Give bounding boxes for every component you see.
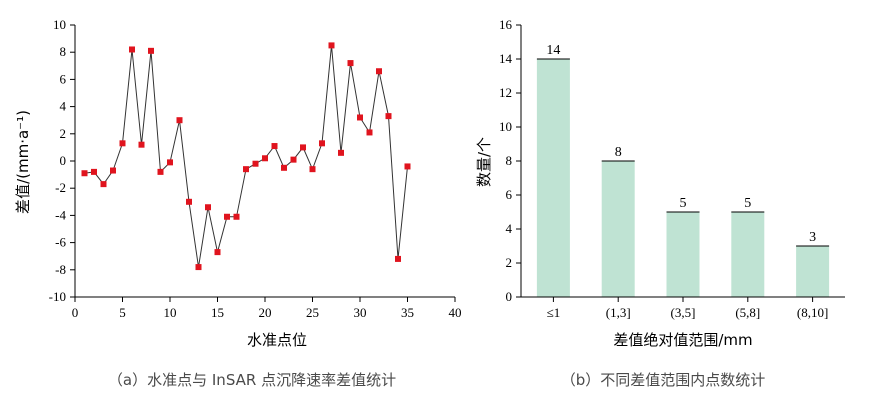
chart-b-y-tick-label: 14: [499, 51, 513, 66]
chart-b-bar: [666, 212, 700, 297]
chart-a-x-axis-label: 水准点位: [247, 331, 307, 349]
chart-b-category-label: (1,3]: [606, 305, 631, 320]
chart-a-point: [338, 149, 344, 156]
chart-b-count-bars: 0 2 4 6 8 10 12 14 16 ≤1 (1,3] (3,5] (5,8] (8,10] 14…: [475, 17, 845, 389]
chart-a-y-ticks: -10 -8 -6 -4 -2 0 2 4 6 8 10: [49, 17, 75, 304]
chart-a-point: [214, 249, 221, 256]
chart-a-point: [252, 160, 259, 167]
chart-b-y-ticks: 0 2 4 6 8 10 12 14 16: [499, 17, 521, 304]
chart-a-point: [186, 198, 192, 205]
chart-a-point: [404, 163, 411, 170]
chart-a-point: [129, 46, 135, 53]
chart-b-bar: [731, 212, 765, 297]
chart-a-point: [138, 141, 145, 148]
chart-a-caption: （a）水准点与 InSAR 点沉降速率差值统计: [108, 371, 396, 389]
chart-a-y-tick-label: 8: [60, 44, 67, 59]
chart-b-x-axis-label: 差值绝对值范围/mm: [613, 331, 752, 349]
chart-a-point: [176, 117, 183, 124]
chart-b-y-tick-label: 8: [506, 153, 513, 168]
chart-a-series-line: [84, 45, 408, 268]
chart-a-x-tick-label: 20: [259, 305, 272, 320]
chart-a-point: [119, 140, 126, 147]
chart-a-y-tick-label: 6: [60, 71, 67, 86]
chart-a-x-tick-label: 30: [354, 305, 367, 320]
chart-a-point: [376, 68, 382, 75]
chart-a-point: [281, 164, 287, 171]
chart-a-x-tick-label: 15: [211, 305, 224, 320]
chart-a-point: [290, 156, 297, 163]
chart-a-x-tick-label: 5: [119, 305, 126, 320]
chart-b-value-label: 14: [546, 43, 560, 58]
chart-a-point: [300, 144, 306, 151]
chart-a-y-axis-label: 差值/(mm·a⁻¹): [14, 110, 32, 214]
chart-b-value-label: 5: [744, 196, 751, 211]
chart-b-value-label: 5: [680, 196, 687, 211]
chart-a-y-tick-label: -2: [55, 180, 66, 195]
chart-a-point: [328, 42, 335, 49]
chart-a-markers: [81, 42, 411, 271]
chart-a-x-tick-label: 25: [306, 305, 319, 320]
chart-a-point: [81, 170, 88, 177]
chart-b-category-label: ≤1: [547, 305, 561, 320]
chart-a-point: [205, 204, 211, 211]
chart-b-y-tick-label: 6: [506, 187, 513, 202]
chart-b-bars: [536, 58, 830, 297]
chart-a-point: [110, 167, 116, 174]
chart-b-bar: [601, 161, 635, 297]
chart-a-point: [233, 213, 240, 220]
chart-b-y-tick-label: 10: [499, 119, 512, 134]
chart-b-y-tick-label: 0: [506, 289, 513, 304]
chart-a-point: [157, 168, 164, 175]
chart-a-point: [309, 166, 316, 173]
chart-a-x-tick-label: 40: [449, 305, 462, 320]
chart-b-y-tick-label: 4: [506, 221, 513, 236]
chart-b-value-labels: 14 8 5 5 3: [546, 43, 816, 245]
chart-a-point: [395, 255, 401, 262]
chart-a-difference-line: -10 -8 -6 -4 -2 0 2 4 6 8 10 0 5 10 15 20 25 30 35 40 差值/(…: [14, 17, 462, 389]
chart-a-y-tick-label: 2: [60, 126, 67, 141]
chart-a-y-tick-label: -8: [55, 262, 66, 277]
chart-b-value-label: 8: [615, 145, 622, 160]
chart-a-point: [271, 143, 278, 150]
chart-b-category-label: (3,5]: [671, 305, 696, 320]
chart-a-point: [224, 213, 230, 220]
chart-b-category-label: (5,8]: [735, 305, 760, 320]
chart-a-point: [195, 264, 202, 271]
chart-a-point: [385, 113, 392, 120]
chart-a-y-tick-label: -4: [55, 207, 66, 222]
chart-a-point: [167, 159, 173, 166]
chart-a-y-tick-label: -6: [55, 235, 66, 250]
chart-b-category-label: (8,10]: [797, 305, 828, 320]
chart-a-x-ticks: 0 5 10 15 20 25 30 35 40: [72, 297, 462, 320]
chart-a-point: [347, 60, 354, 67]
chart-b-y-tick-label: 16: [499, 17, 513, 32]
chart-a-point: [91, 168, 97, 175]
chart-a-x-tick-label: 35: [401, 305, 414, 320]
chart-a-point: [100, 181, 107, 188]
chart-a-point: [148, 47, 154, 54]
chart-a-x-tick-label: 10: [164, 305, 177, 320]
chart-b-bar: [536, 59, 570, 297]
chart-b-bar: [796, 246, 830, 297]
chart-a-y-tick-label: -10: [49, 289, 66, 304]
chart-b-y-axis-label: 数量/个: [475, 137, 493, 187]
chart-b-y-tick-label: 12: [499, 85, 512, 100]
chart-a-y-tick-label: 4: [60, 99, 67, 114]
chart-a-point: [243, 166, 249, 173]
chart-b-y-tick-label: 2: [506, 255, 513, 270]
chart-b-value-label: 3: [809, 230, 816, 245]
chart-a-point: [366, 129, 373, 136]
chart-a-point: [319, 140, 325, 147]
chart-a-point: [262, 155, 268, 162]
chart-a-y-tick-label: 0: [60, 153, 67, 168]
chart-a-x-tick-label: 0: [72, 305, 79, 320]
chart-b-caption: （b）不同差值范围内点数统计: [561, 371, 766, 389]
chart-a-y-tick-label: 10: [53, 17, 66, 32]
chart-a-point: [357, 114, 363, 121]
chart-b-x-ticks: ≤1 (1,3] (3,5] (5,8] (8,10]: [547, 297, 828, 320]
